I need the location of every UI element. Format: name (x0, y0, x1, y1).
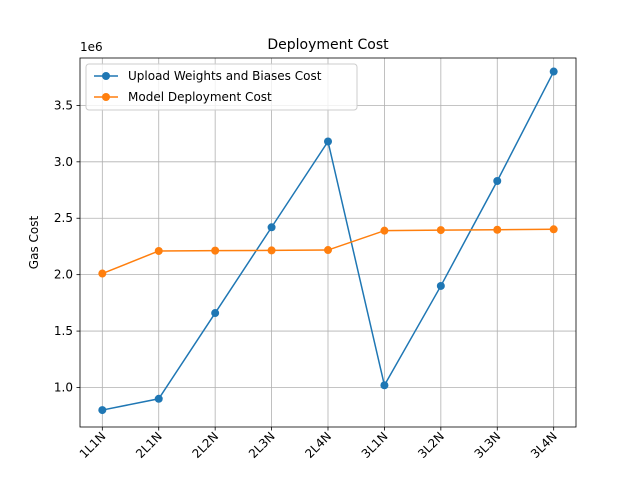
y-axis-offset-label: 1e6 (80, 40, 103, 54)
chart-title: Deployment Cost (267, 37, 389, 53)
y-axis-label: Gas Cost (27, 216, 41, 270)
data-point (267, 223, 276, 232)
data-point (98, 406, 107, 415)
data-point (436, 226, 445, 235)
data-point (324, 137, 332, 146)
legend-marker (102, 93, 110, 101)
data-point (436, 281, 445, 290)
data-point (380, 381, 389, 390)
data-point (493, 225, 502, 234)
data-point (98, 269, 107, 278)
y-tick-label: 1.0 (54, 381, 73, 395)
series (98, 67, 558, 415)
legend-label: Upload Weights and Biases Cost (128, 69, 322, 83)
data-point (267, 246, 276, 255)
legend: Upload Weights and Biases Cost Model Depl… (85, 63, 358, 111)
y-tick-label: 1.5 (54, 324, 73, 338)
data-point (154, 394, 163, 403)
data-point (154, 246, 163, 255)
y-tick-label: 2.5 (54, 211, 73, 225)
legend-marker (102, 72, 110, 80)
y-tick-label: 3.5 (54, 98, 73, 112)
legend-box (85, 63, 358, 111)
data-point (493, 177, 502, 185)
data-point (211, 246, 220, 255)
data-point (549, 67, 558, 76)
legend-label: Model Deployment Cost (128, 90, 272, 104)
data-point (324, 246, 332, 255)
data-point (211, 309, 220, 318)
data-point (380, 226, 389, 235)
y-tick-label: 2.0 (54, 268, 73, 282)
y-tick-label: 3.0 (54, 155, 73, 169)
data-point (549, 225, 558, 234)
